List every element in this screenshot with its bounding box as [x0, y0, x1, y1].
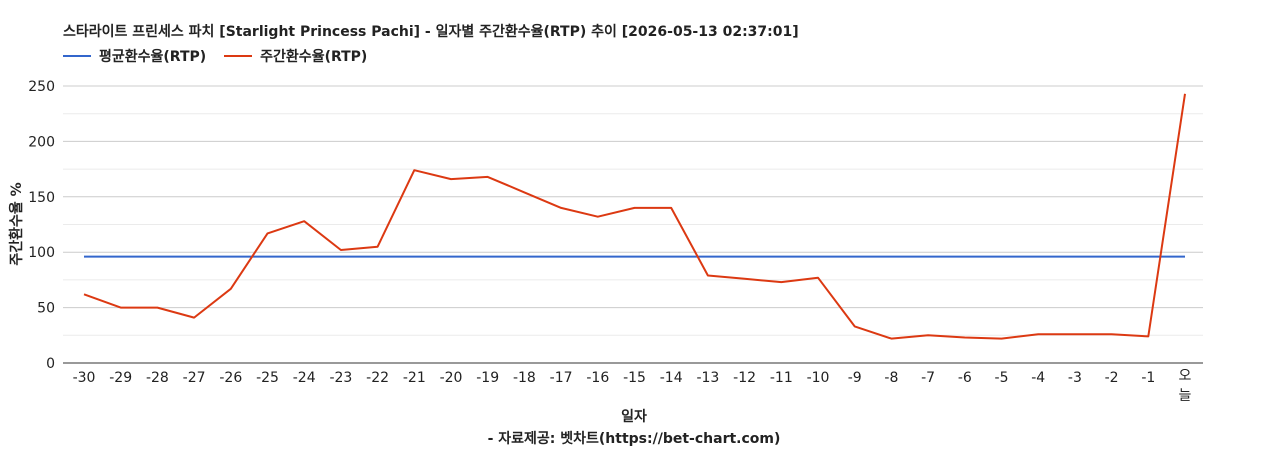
y-tick-label: 0	[46, 356, 55, 372]
x-tick-label: -1	[1141, 370, 1155, 386]
x-tick-label: -26	[219, 370, 242, 386]
x-tick-label: -21	[403, 370, 426, 386]
x-tick-label: -12	[733, 370, 756, 386]
x-tick-label: -23	[329, 370, 352, 386]
x-tick-label: -24	[293, 370, 316, 386]
x-tick-label: -7	[921, 370, 935, 386]
x-tick-label: -4	[1031, 370, 1045, 386]
x-tick-label: -28	[146, 370, 169, 386]
legend-swatch-avg	[63, 55, 91, 57]
x-tick-label: -2	[1105, 370, 1119, 386]
y-tick-label: 250	[28, 79, 55, 95]
x-tick-label: -30	[73, 370, 96, 386]
x-tick-label: -20	[440, 370, 463, 386]
chart-legend: 평균환수율(RTP) 주간환수율(RTP)	[63, 46, 385, 66]
x-axis-label: 일자	[621, 409, 647, 425]
y-tick-label: 200	[28, 134, 55, 150]
x-tick-label: -9	[848, 370, 862, 386]
x-tick-label: -15	[623, 370, 646, 386]
y-tick-label: 150	[28, 190, 55, 206]
y-tick-label: 50	[37, 301, 55, 317]
x-tick-label: -11	[770, 370, 793, 386]
x-tick-label: -19	[476, 370, 499, 386]
x-tick-label: -25	[256, 370, 279, 386]
x-tick-label: -29	[109, 370, 132, 386]
x-tick-label: -5	[995, 370, 1009, 386]
legend-item-weekly[interactable]: 주간환수율(RTP)	[224, 46, 367, 66]
x-tick-label: 오	[1179, 368, 1192, 384]
series-line-weekly-rtp	[83, 93, 1186, 340]
x-tick-label: -22	[366, 370, 389, 386]
x-tick-label: -13	[696, 370, 719, 386]
y-axis-label: 주간환수율 %	[9, 182, 25, 266]
legend-label-weekly: 주간환수율(RTP)	[260, 49, 368, 65]
legend-label-avg: 평균환수율(RTP)	[99, 49, 207, 65]
legend-swatch-weekly	[224, 55, 253, 57]
x-tick-label: -16	[586, 370, 609, 386]
x-tick-label: -18	[513, 370, 536, 386]
x-tick-label: -14	[660, 370, 683, 386]
x-tick-label: -3	[1068, 370, 1082, 386]
chart-title: 스타라이트 프린세스 파치 [Starlight Princess Pachi]…	[63, 24, 799, 40]
x-tick-label: -27	[183, 370, 206, 386]
y-tick-label: 100	[28, 245, 55, 261]
x-tick-label: -17	[550, 370, 573, 386]
x-tick-label: -6	[958, 370, 972, 386]
x-tick-label: 늘	[1179, 388, 1192, 404]
x-tick-label: -10	[807, 370, 830, 386]
legend-item-avg[interactable]: 평균환수율(RTP)	[63, 46, 206, 66]
source-footer: - 자료제공: 벳차트(https://bet-chart.com)	[487, 431, 781, 447]
x-tick-label: -8	[884, 370, 898, 386]
